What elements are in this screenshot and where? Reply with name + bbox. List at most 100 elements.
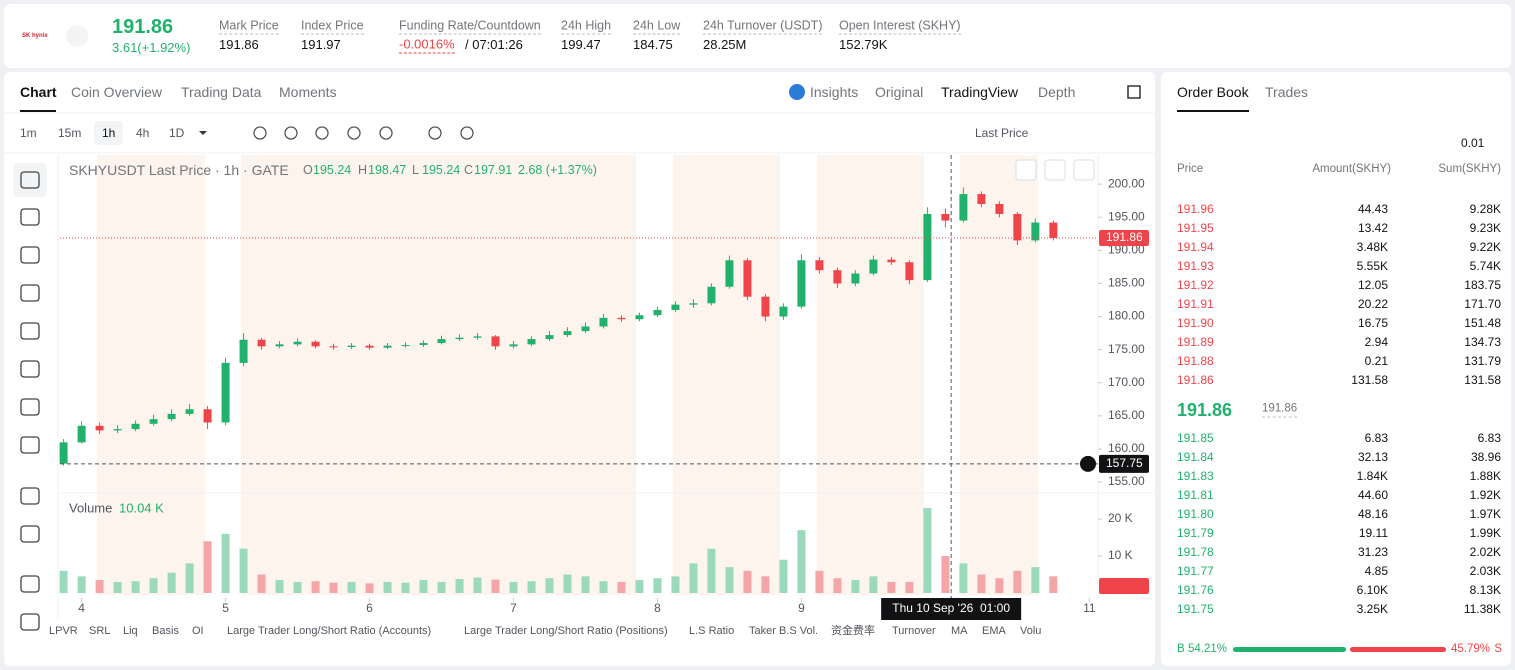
candle-body — [347, 345, 356, 348]
stat-value: 191.86 — [219, 37, 259, 52]
ohlc-value: 195.24 — [313, 163, 352, 177]
volume-bar — [185, 563, 194, 593]
interval[interactable]: 4h — [136, 126, 150, 140]
ob-sum: 131.79 — [1464, 354, 1501, 368]
draw-tool — [20, 246, 40, 264]
candle-body — [725, 260, 734, 287]
stat-label: Funding Rate/Countdown — [399, 18, 541, 35]
draw-tool — [20, 436, 40, 454]
candle-body — [635, 315, 644, 320]
indicator-tab[interactable]: MA — [951, 625, 968, 637]
indicator-tab[interactable]: Turnover — [892, 625, 936, 637]
volume-bar — [491, 579, 500, 593]
chart-tab[interactable]: Chart — [20, 84, 57, 100]
volume-bar — [653, 578, 662, 593]
ob-sum: 8.13K — [1469, 583, 1501, 597]
view-tab[interactable]: Depth — [1038, 84, 1076, 100]
volume-bar — [527, 581, 536, 593]
ob-amount: 48.16 — [1357, 507, 1388, 521]
volume-bar — [365, 583, 374, 593]
view-tab[interactable]: Insights — [810, 84, 859, 100]
candle-body — [509, 344, 518, 347]
indicator-tab[interactable]: Basis — [152, 625, 179, 637]
y-tick-label: 155.00 — [1108, 474, 1145, 488]
stat-extra: / 07:01:26 — [465, 37, 523, 52]
ohlc-label: C — [464, 163, 474, 177]
indicator-tab[interactable]: Large Trader Long/Short Ratio (Accounts) — [227, 625, 432, 637]
ob-tab[interactable]: Trades — [1265, 84, 1309, 100]
ob-amount: 32.13 — [1357, 450, 1388, 464]
volume-bar — [797, 530, 806, 593]
candle-body — [563, 331, 572, 336]
indicator-tab[interactable]: L.S Ratio — [689, 625, 735, 637]
chart-tab[interactable]: Trading Data — [181, 84, 262, 100]
indicator-tab[interactable]: SRL — [89, 625, 111, 637]
interval[interactable]: 1h — [94, 121, 124, 145]
candle-body — [581, 326, 590, 332]
volume-bar — [419, 580, 428, 593]
chart-tab[interactable]: Coin Overview — [71, 84, 163, 100]
ob-sum: 151.48 — [1464, 316, 1501, 330]
indicator-tab[interactable]: 资金费率 — [831, 625, 875, 637]
dropdown-icon — [199, 131, 207, 135]
candle-body — [887, 259, 896, 263]
stat-label: Open Interest (SKHY) — [839, 18, 961, 35]
ob-amount: 2.94 — [1364, 335, 1388, 349]
volume-bar — [455, 578, 464, 593]
indicator-tab[interactable]: Liq — [123, 625, 138, 637]
interval[interactable]: 15m — [58, 126, 82, 140]
indicator-tab[interactable]: Large Trader Long/Short Ratio (Positions… — [464, 625, 668, 637]
draw-tool — [20, 613, 40, 631]
tool-icon — [379, 126, 393, 140]
volume-bar — [1013, 570, 1022, 593]
view-tab[interactable]: Original — [875, 84, 924, 100]
stat-label: 24h High — [561, 18, 612, 35]
stat-label: 24h Turnover (USDT) — [703, 18, 823, 35]
session-shade — [97, 155, 205, 595]
ob-amount: 5.55K — [1356, 259, 1388, 273]
volume-bar — [221, 533, 230, 593]
volume-bar — [599, 581, 608, 593]
volume-bar — [563, 574, 572, 593]
ob-price: 191.92 — [1177, 278, 1214, 292]
candle-body — [401, 345, 410, 347]
indicator-tab[interactable]: EMA — [982, 625, 1006, 637]
tool-icon — [347, 126, 361, 140]
volume-value: 10.04 K — [119, 500, 164, 515]
candle-body — [833, 270, 842, 284]
ohlc-value: 195.24 — [422, 163, 461, 177]
ob-amount: 131.58 — [1351, 373, 1388, 387]
ob-price: 191.86 — [1177, 373, 1214, 387]
time-tag — [881, 598, 1022, 620]
layout-icon — [1127, 85, 1141, 99]
y-tick-label: 170.00 — [1108, 375, 1145, 389]
indicator-tab[interactable]: Volu — [1020, 625, 1042, 637]
stat-value: 28.25M — [703, 37, 747, 52]
indicator-tab[interactable]: OI — [192, 625, 204, 637]
ob-amount: 16.75 — [1357, 316, 1388, 330]
ob-tab[interactable]: Order Book — [1177, 84, 1249, 100]
view-tab[interactable]: TradingView — [941, 84, 1019, 100]
draw-tool — [20, 525, 40, 543]
ohlc-value: 197.91 — [474, 163, 513, 177]
ob-tick[interactable]: 0.01 — [1461, 136, 1485, 150]
ob-amount: 44.60 — [1357, 488, 1388, 502]
session-shade — [817, 155, 924, 595]
interval[interactable]: 1m — [20, 126, 37, 140]
chart-tab[interactable]: Moments — [279, 84, 337, 100]
stat-label: 24h Low — [633, 18, 681, 35]
ob-amount: 0.21 — [1364, 354, 1388, 368]
candle-body — [653, 309, 662, 316]
price-type[interactable]: Last Price — [975, 126, 1029, 140]
volume-bar — [77, 576, 86, 593]
stat-label: Mark Price — [219, 18, 279, 35]
stat-value: 199.47 — [561, 37, 601, 52]
header-panel — [4, 4, 1511, 68]
indicator-tab[interactable]: LPVR — [49, 625, 78, 637]
candle-body — [59, 442, 68, 464]
ob-price: 191.96 — [1177, 202, 1214, 216]
y-tick-label: 185.00 — [1108, 276, 1145, 290]
interval[interactable]: 1D — [169, 126, 185, 140]
x-tick-label: 7 — [510, 601, 517, 615]
indicator-tab[interactable]: Taker B.S Vol. — [749, 625, 819, 637]
